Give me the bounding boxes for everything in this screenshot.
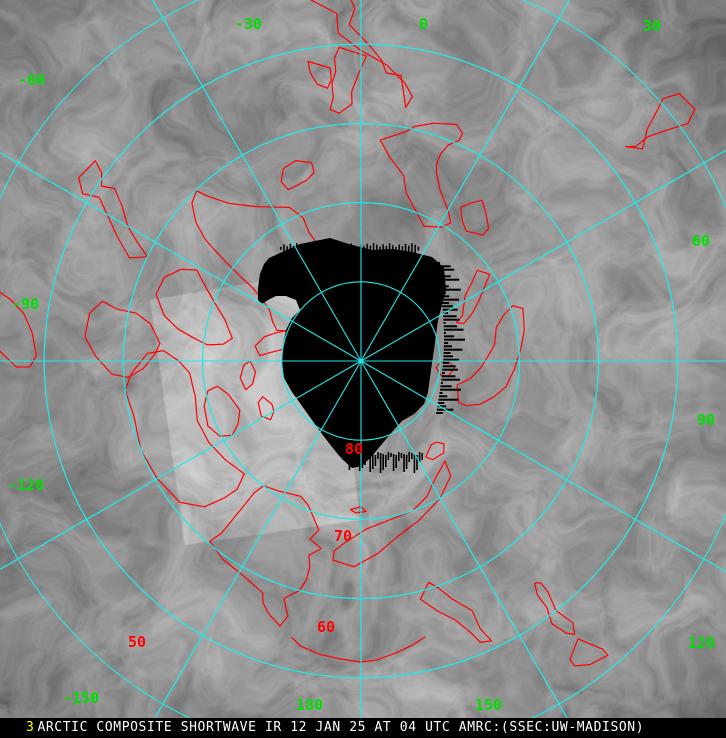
infrared-satellite-raster xyxy=(0,0,726,718)
satellite-raster-region: -30 0 30 -60 60 -90 90 -120 120 -150 180 150 80 70 60… xyxy=(0,0,726,718)
caption-text: ARCTIC COMPOSITE SHORTWAVE IR 12 JAN 25 … xyxy=(37,720,645,735)
caption-bar: 3 ARCTIC COMPOSITE SHORTWAVE IR 12 JAN 25… xyxy=(0,718,726,738)
caption-index: 3 xyxy=(26,720,35,735)
